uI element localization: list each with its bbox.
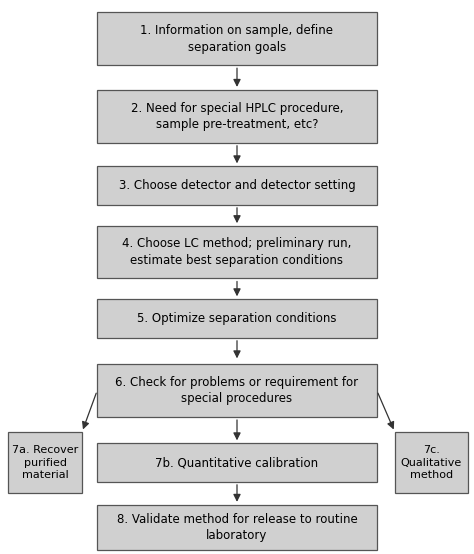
FancyBboxPatch shape [97,226,377,278]
Text: 8. Validate method for release to routine
laboratory: 8. Validate method for release to routin… [117,512,357,542]
Text: 1. Information on sample, define
separation goals: 1. Information on sample, define separat… [140,24,334,54]
Text: 2. Need for special HPLC procedure,
sample pre-treatment, etc?: 2. Need for special HPLC procedure, samp… [131,101,343,131]
Text: 7c.
Qualitative
method: 7c. Qualitative method [401,445,462,480]
Text: 4. Choose LC method; preliminary run,
estimate best separation conditions: 4. Choose LC method; preliminary run, es… [122,237,352,267]
FancyBboxPatch shape [97,365,377,417]
FancyBboxPatch shape [97,505,377,550]
FancyBboxPatch shape [97,90,377,142]
FancyBboxPatch shape [97,299,377,338]
FancyBboxPatch shape [97,13,377,65]
Text: 3. Choose detector and detector setting: 3. Choose detector and detector setting [118,179,356,192]
Text: 5. Optimize separation conditions: 5. Optimize separation conditions [137,312,337,325]
FancyBboxPatch shape [8,432,82,493]
Text: 7a. Recover
purified
material: 7a. Recover purified material [12,445,78,480]
Text: 6. Check for problems or requirement for
special procedures: 6. Check for problems or requirement for… [116,376,358,406]
Text: 7b. Quantitative calibration: 7b. Quantitative calibration [155,456,319,469]
FancyBboxPatch shape [97,166,377,205]
FancyBboxPatch shape [97,443,377,482]
FancyBboxPatch shape [394,432,468,493]
